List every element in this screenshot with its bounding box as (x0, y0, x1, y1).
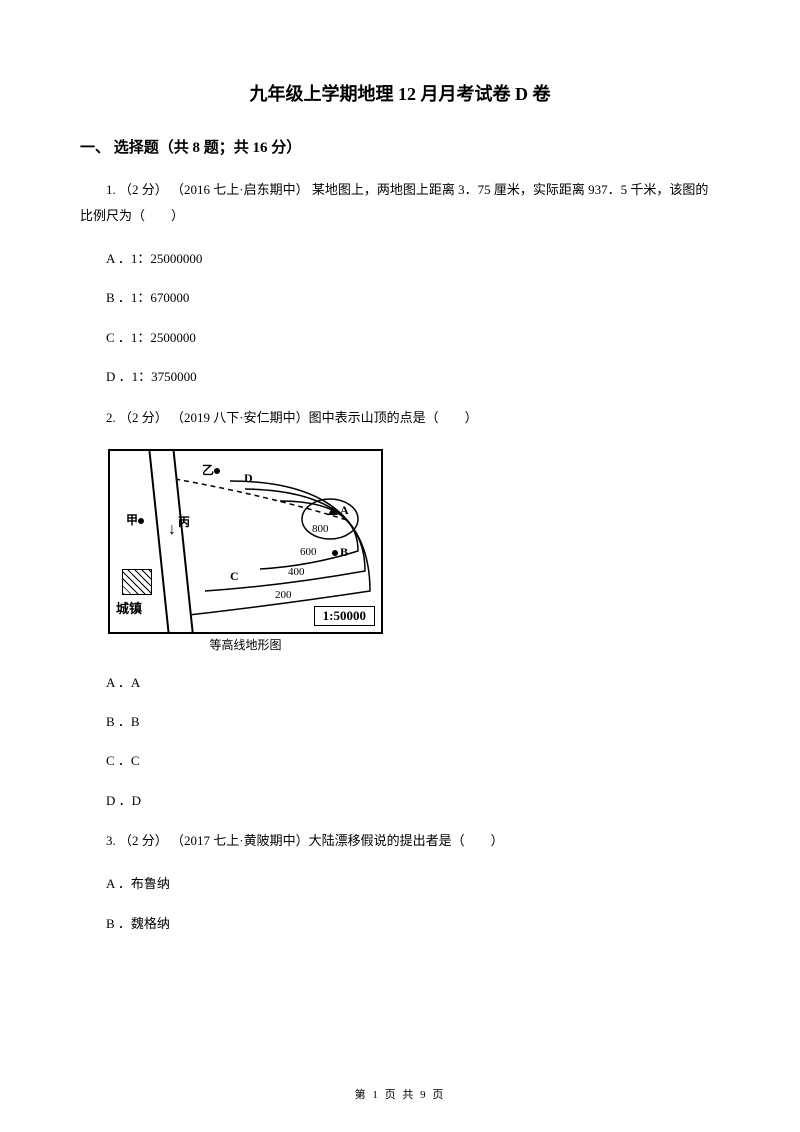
contour-200: 200 (275, 589, 292, 601)
q3-option-b: B ．魏格纳 (80, 912, 720, 935)
contour-600: 600 (300, 546, 317, 558)
q1-stem: 1. （2 分） （2016 七上·启东期中） 某地图上，两地图上距离 3．75… (80, 177, 720, 229)
q1-option-a: A ．1：25000000 (80, 247, 720, 270)
point-c: C (230, 569, 239, 584)
point-a: A (328, 503, 349, 518)
point-b: B (332, 545, 348, 560)
contour-map: ↓ 城镇 甲 乙 丙 A B C D 800 600 400 200 1:500… (108, 449, 383, 634)
q1-option-d: D ．1：3750000 (80, 365, 720, 388)
point-jia: 甲 (126, 511, 146, 528)
point-d: D (244, 471, 253, 486)
point-bing: 丙 (178, 513, 190, 530)
q2-option-d: D ．D (80, 789, 720, 812)
section-header: 一、 选择题（共 8 题；共 16 分） (80, 136, 720, 157)
q3-option-a: A ．布鲁纳 (80, 872, 720, 895)
town-label: 城镇 (116, 598, 142, 617)
q1-option-b: B ．1：670000 (80, 286, 720, 309)
q2-option-c: C ．C (80, 749, 720, 772)
q2-option-a: A ．A (80, 671, 720, 694)
figure-caption: 等高线地形图 (108, 636, 383, 653)
contour-800: 800 (312, 523, 329, 535)
contour-figure: ↓ 城镇 甲 乙 丙 A B C D 800 600 400 200 1:500… (108, 449, 383, 653)
q2-option-b: B ．B (80, 710, 720, 733)
town-symbol (122, 569, 152, 595)
map-scale: 1:50000 (314, 606, 375, 626)
q2-stem: 2. （2 分） （2019 八下·安仁期中）图中表示山顶的点是（ ） (80, 405, 720, 431)
q3-stem: 3. （2 分） （2017 七上·黄陂期中）大陆漂移假说的提出者是（ ） (80, 828, 720, 854)
flow-arrow-icon: ↓ (168, 521, 176, 539)
page-footer: 第 1 页 共 9 页 (0, 1086, 800, 1102)
contour-400: 400 (288, 566, 305, 578)
exam-title: 九年级上学期地理 12 月月考试卷 D 卷 (80, 80, 720, 106)
point-yi: 乙 (202, 461, 222, 478)
q1-option-c: C ．1：2500000 (80, 326, 720, 349)
